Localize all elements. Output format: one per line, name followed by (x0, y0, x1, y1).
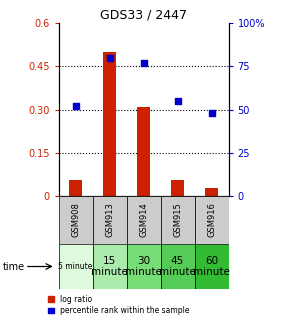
Point (73, 103, 78, 109)
Text: GSM916: GSM916 (207, 202, 216, 237)
Bar (171, 180, 184, 196)
Bar (205, 188, 218, 196)
Text: 45
minute: 45 minute (159, 256, 196, 277)
Text: GSM913: GSM913 (105, 202, 114, 237)
Text: GSM914: GSM914 (139, 202, 148, 237)
Bar (59, 196, 93, 244)
Bar (127, 196, 161, 244)
Point (107, 55, 112, 60)
Bar (127, 244, 161, 289)
Bar (69, 180, 82, 196)
Point (175, 98, 180, 103)
Text: 15
minute: 15 minute (91, 256, 128, 277)
Text: GSM915: GSM915 (173, 202, 182, 237)
Bar (93, 244, 127, 289)
Bar (161, 196, 195, 244)
Text: 60
minute: 60 minute (193, 256, 230, 277)
Legend: log ratio, percentile rank within the sample: log ratio, percentile rank within the sa… (48, 295, 190, 315)
Bar (59, 244, 93, 289)
Text: GSM908: GSM908 (71, 202, 80, 237)
Point (209, 111, 214, 116)
Text: 30
minute: 30 minute (125, 256, 162, 277)
Bar (103, 52, 116, 196)
Bar (93, 196, 127, 244)
Text: time: time (3, 262, 25, 271)
Title: GDS33 / 2447: GDS33 / 2447 (100, 9, 187, 22)
Point (141, 60, 146, 65)
Text: 5 minute: 5 minute (58, 262, 93, 271)
Bar (137, 107, 150, 196)
Bar (161, 244, 195, 289)
Bar (195, 244, 229, 289)
Bar (195, 196, 229, 244)
